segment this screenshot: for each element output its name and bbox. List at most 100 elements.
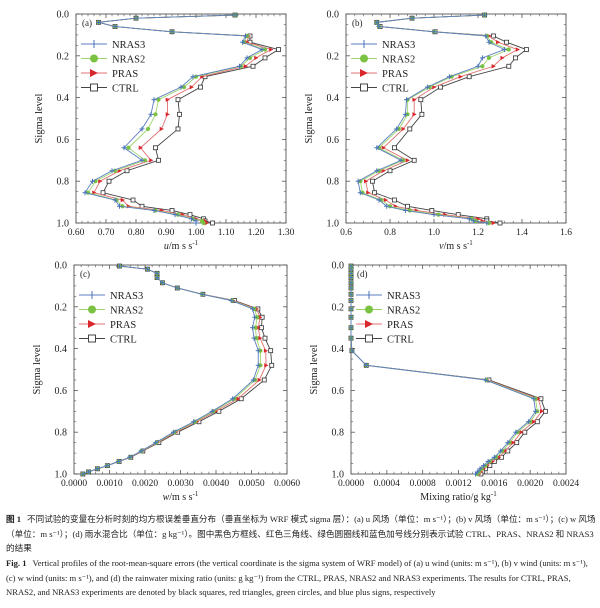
x-tick-label: 0.6: [340, 228, 352, 238]
y-tick-label: 0.6: [327, 135, 340, 146]
x-tick-label: 0.0020: [517, 479, 543, 489]
data-point: [466, 74, 472, 80]
data-point: [262, 55, 268, 61]
data-point: [348, 285, 354, 291]
legend-marker: [360, 83, 368, 92]
legend-marker: [360, 69, 368, 77]
x-tick-label: 0.0024: [553, 479, 579, 489]
chart-panel-c: 0.0000 0.0010 0.0020 0.0030 0.0040 0.0050 0.00…: [32, 261, 300, 504]
data-point: [240, 39, 245, 45]
x-axis-label: u/m s s-1: [164, 239, 199, 252]
data-point: [424, 84, 430, 90]
legend-item-ctrl: CTRL: [351, 84, 409, 95]
y-tick-label: 0.0: [57, 10, 70, 21]
legend-label: NRAS3: [110, 291, 143, 302]
legend-label: NRAS2: [382, 55, 415, 66]
plot-frame: [73, 264, 288, 475]
data-point: [412, 112, 417, 117]
data-point: [106, 178, 112, 184]
data-point: [348, 335, 354, 341]
data-point: [256, 325, 261, 330]
x-tick-label: 0.90: [158, 228, 175, 238]
x-tick-label: 0.0030: [167, 479, 193, 489]
data-point: [381, 145, 386, 150]
legend-item-nras2: NRAS2: [356, 305, 420, 317]
y-tick-label: 0.0: [55, 261, 68, 272]
x-axis-label: v/m s s-1: [439, 239, 473, 252]
data-point: [165, 112, 170, 117]
y-tick-label: 0.0: [327, 10, 340, 21]
data-point: [250, 306, 256, 312]
data-point: [525, 419, 531, 425]
data-point: [407, 126, 413, 132]
x-tick-label: 1.4: [516, 228, 528, 238]
data-point: [383, 197, 388, 203]
data-point: [355, 178, 361, 184]
legend-label: PRAS: [387, 320, 413, 331]
legend-item-nras2: NRAS2: [79, 305, 143, 317]
y-tick-label: 0.6: [55, 386, 68, 397]
legend-item-nras2: NRAS2: [81, 54, 145, 66]
legend-marker: [90, 69, 98, 77]
data-point: [486, 39, 492, 45]
data-point: [404, 97, 409, 103]
data-point: [139, 157, 145, 163]
legend-label: CTRL: [110, 335, 137, 346]
legend-marker: [365, 320, 373, 328]
data-point: [391, 197, 397, 203]
data-point: [130, 197, 136, 203]
x-tick-label: 0.8: [384, 228, 396, 238]
data-point: [262, 47, 268, 52]
data-point: [243, 64, 248, 69]
x-tick-label: 0.0012: [445, 479, 471, 489]
data-point: [498, 448, 504, 454]
data-point: [348, 306, 354, 312]
x-tick-label: 0.0016: [481, 479, 507, 489]
data-point: [364, 179, 369, 184]
data-point: [348, 298, 354, 304]
data-point: [269, 362, 275, 368]
data-point: [471, 218, 477, 224]
data-point: [170, 429, 176, 435]
data-point: [484, 220, 490, 226]
caption-chinese: 图 1 不同试验的变量在分析时刻的均方根误差垂直分布（垂直坐标为 WRF 模式 s…: [6, 512, 596, 556]
data-point: [156, 157, 161, 163]
data-point: [94, 466, 100, 472]
panel-label: (c): [80, 269, 90, 279]
legend-label: NRAS3: [382, 40, 415, 51]
data-point: [384, 203, 390, 209]
data-point: [348, 266, 354, 272]
data-point: [139, 126, 145, 132]
x-tick-label: 0.0004: [374, 479, 400, 489]
data-point: [232, 12, 238, 18]
data-point: [90, 178, 95, 184]
data-point: [506, 63, 512, 69]
data-point: [479, 55, 485, 61]
series-line: [357, 14, 506, 224]
chart-panel-a: 0.60 0.70 0.80 0.90 1.00 1.10 1.20 1.30 0.0 0.2 0.…: [34, 10, 295, 253]
legend-label: CTRL: [387, 335, 414, 346]
data-point: [431, 212, 437, 218]
data-point: [159, 280, 165, 286]
data-point: [458, 74, 463, 79]
x-tick-label: 0.0010: [96, 479, 122, 489]
plot-frame: [75, 13, 287, 224]
data-point: [199, 291, 205, 297]
x-tick-label: 0.60: [68, 228, 85, 238]
data-point: [481, 463, 487, 469]
data-point: [497, 455, 502, 460]
data-point: [142, 158, 148, 163]
data-point: [405, 158, 410, 163]
x-tick-label: 0.70: [98, 228, 115, 238]
data-point: [394, 126, 400, 132]
y-tick-label: 0.4: [327, 93, 340, 104]
legend: NRAS3 NRAS2 PRAS CTRL: [79, 291, 143, 346]
data-point: [187, 212, 193, 218]
caption-cn-text: 不同试验的变量在分析时刻的均方根误差垂直分布（垂直坐标为 WRF 模式 sigm…: [6, 514, 596, 553]
data-point: [144, 266, 150, 272]
data-point: [483, 33, 489, 39]
legend-label: NRAS2: [110, 306, 143, 317]
legend: NRAS3 NRAS2 PRAS CTRL: [356, 291, 420, 346]
data-point: [253, 325, 258, 330]
data-point: [175, 126, 181, 132]
